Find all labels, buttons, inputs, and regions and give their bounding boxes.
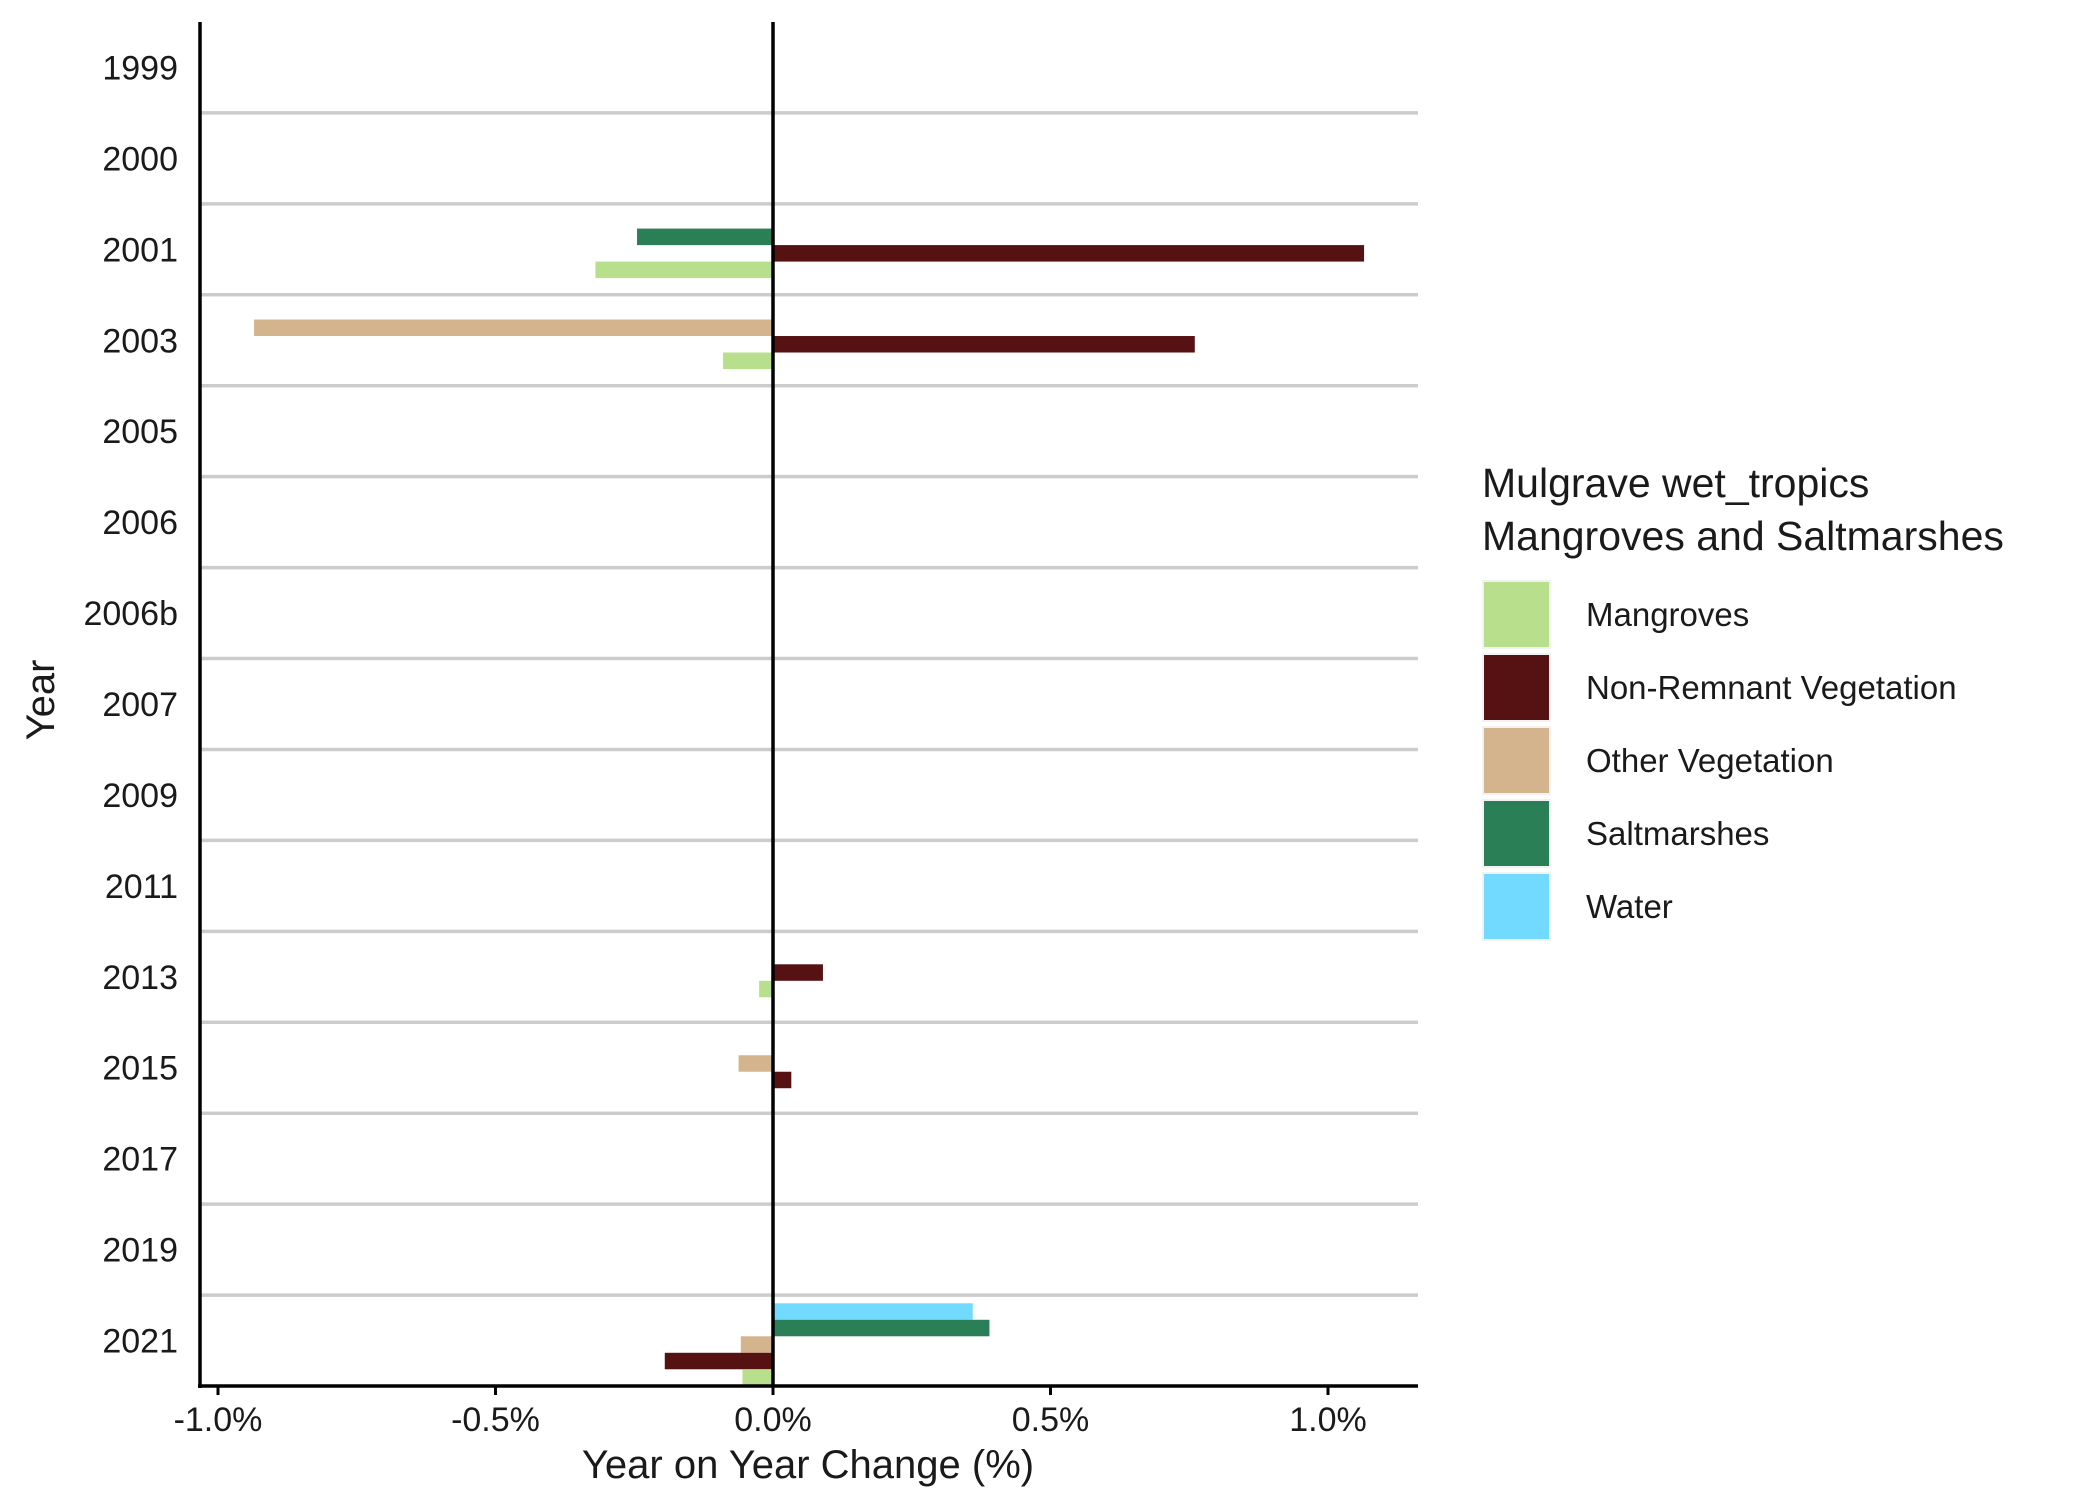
bar-non-remnant-vegetation-2015 [773,1071,792,1089]
legend-label-non-remnant-vegetation: Non-Remnant Vegetation [1586,669,1957,706]
y-tick-label: 2006 [102,504,178,542]
x-tick-label: 1.0% [1289,1401,1367,1439]
tick-labels: 1999 2000 2001 2003 2005 2006 2006b 2007 2009 201… [83,49,1366,1439]
bar-water-2021 [773,1303,973,1320]
bar-non-remnant-vegetation-2021 [664,1352,773,1370]
legend-swatch-non-remnant-vegetation [1484,655,1549,720]
legend-label-other-vegetation: Other Vegetation [1586,742,1834,779]
y-tick-label: 2007 [102,686,178,724]
legend-label-mangroves: Mangroves [1586,596,1749,633]
legend-title-line-2: Mangroves and Saltmarshes [1482,513,2004,559]
bar-other-vegetation-2003 [254,319,773,337]
y-axis-title: Year [19,660,63,741]
x-tick-label: -0.5% [451,1401,540,1439]
bar-mangroves-2021 [742,1369,773,1386]
legend-swatch-other-vegetation [1484,728,1549,793]
x-tick-label: 0.5% [1012,1401,1090,1439]
y-tick-label: 2005 [102,413,178,451]
bar-non-remnant-vegetation-2003 [773,336,1195,353]
legend-label-water: Water [1586,888,1673,925]
y-tick-label: 2003 [102,322,178,360]
bar-mangroves-2013 [759,980,773,998]
y-tick-label: 2019 [102,1232,178,1270]
bar-saltmarshes-2001 [637,228,773,246]
y-tick-label: 2015 [102,1050,178,1088]
bar-other-vegetation-2015 [738,1055,773,1072]
axes [198,22,1418,1388]
legend-title-line-1: Mulgrave wet_tropics [1482,460,1869,506]
y-tick-label: 2017 [102,1141,178,1179]
y-tick-label: 2021 [102,1323,178,1361]
legend-swatch-mangroves [1484,582,1549,647]
bar-mangroves-2001 [595,261,773,279]
legend-swatch-water [1484,874,1549,939]
y-tick-label: 2011 [105,868,178,906]
bars [254,228,1365,1386]
y-tick-label: 2001 [102,231,178,269]
y-tick-label: 2013 [102,959,178,997]
bar-non-remnant-vegetation-2001 [773,245,1365,262]
x-tick-label: -1.0% [174,1401,263,1439]
bar-mangroves-2003 [723,352,773,370]
y-tick-label: 2000 [102,140,178,178]
x-axis-title: Year on Year Change (%) [582,1443,1034,1487]
bar-other-vegetation-2021 [740,1336,773,1353]
bar-saltmarshes-2021 [773,1319,990,1337]
y-tick-label: 1999 [102,49,178,87]
legend-swatch-saltmarshes [1484,801,1549,866]
bar-non-remnant-vegetation-2013 [773,964,823,981]
gridlines [200,111,1418,1297]
y-tick-label: 2006b [83,595,178,633]
x-tick-label: 0.0% [734,1401,812,1439]
legend: Mulgrave wet_tropics Mangroves and Saltm… [1482,460,2004,941]
y-tick-label: 2009 [102,777,178,815]
legend-label-saltmarshes: Saltmarshes [1586,815,1769,852]
